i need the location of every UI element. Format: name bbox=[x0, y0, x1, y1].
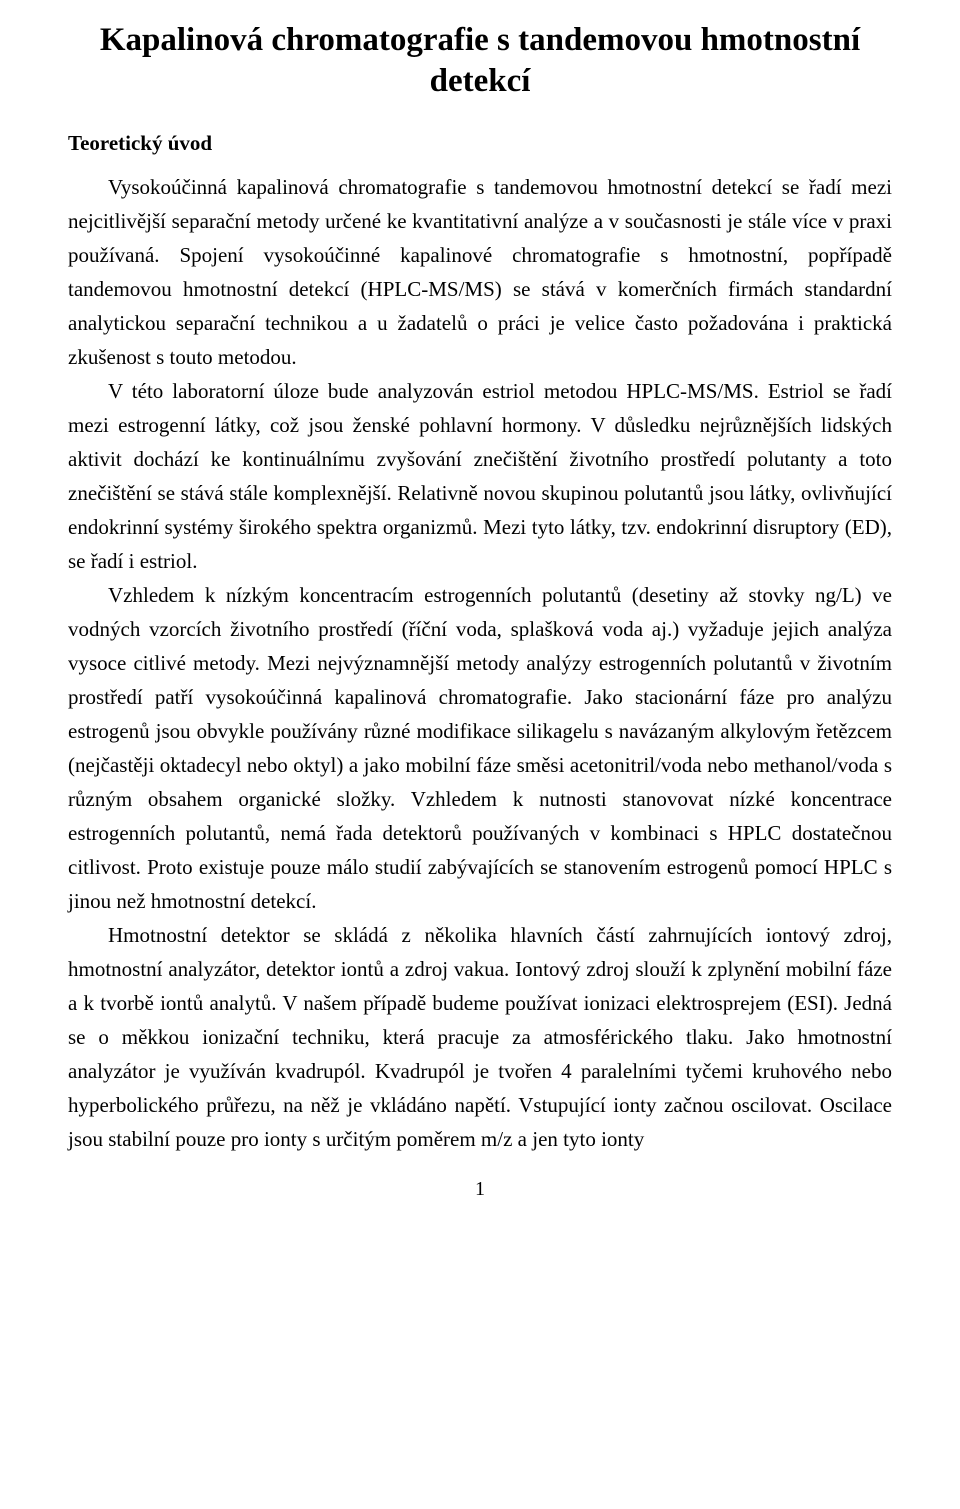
page-number: 1 bbox=[68, 1178, 892, 1201]
body-paragraph: Hmotnostní detektor se skládá z několika… bbox=[68, 918, 892, 1156]
body-paragraph: Vzhledem k nízkým koncentracím estrogenn… bbox=[68, 578, 892, 918]
page-title: Kapalinová chromatografie s tandemovou h… bbox=[68, 20, 892, 103]
document-page: Kapalinová chromatografie s tandemovou h… bbox=[0, 0, 960, 1221]
section-heading: Teoretický úvod bbox=[68, 131, 892, 156]
body-paragraph: Vysokoúčinná kapalinová chromatografie s… bbox=[68, 170, 892, 374]
body-paragraph: V této laboratorní úloze bude analyzován… bbox=[68, 374, 892, 578]
